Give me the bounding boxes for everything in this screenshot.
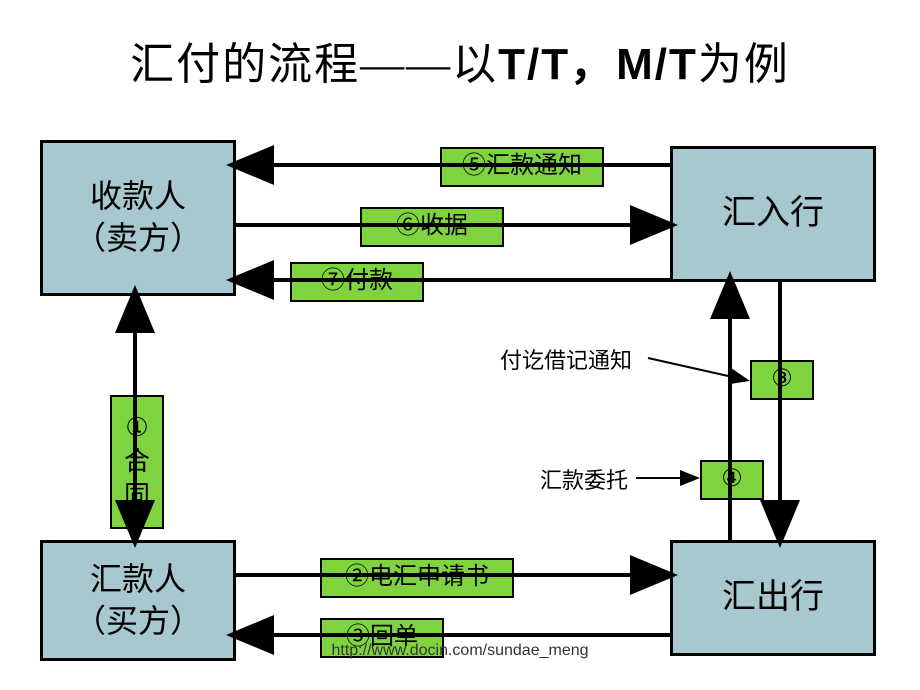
title-bold: T/T，M/T (498, 40, 698, 89)
step-2-application: ②电汇申请书 (320, 558, 514, 598)
label-jieji: 付讫借记通知 (500, 343, 632, 375)
node-inbank: 汇入行 (670, 146, 876, 282)
node-payee: 收款人 （卖方） (40, 140, 236, 296)
step-6-receipt: ⑥收据 (360, 207, 504, 247)
title-left: 汇付的流程——以 (130, 40, 498, 89)
footer-url: http://www.docin.com/sundae_meng (0, 642, 920, 660)
step-1-contract: ① 合 同 (110, 395, 164, 529)
label-weituo: 汇款委托 (540, 463, 628, 495)
title-right: 为例 (698, 40, 790, 89)
step-4: ④ (700, 460, 764, 500)
node-outbank: 汇出行 (670, 540, 876, 656)
step-7-payment: ⑦付款 (290, 262, 424, 302)
page-title: 汇付的流程——以T/T，M/T为例 (0, 28, 920, 92)
step-5-notice: ⑤汇款通知 (440, 147, 604, 187)
step-8: ⑧ (750, 360, 814, 400)
